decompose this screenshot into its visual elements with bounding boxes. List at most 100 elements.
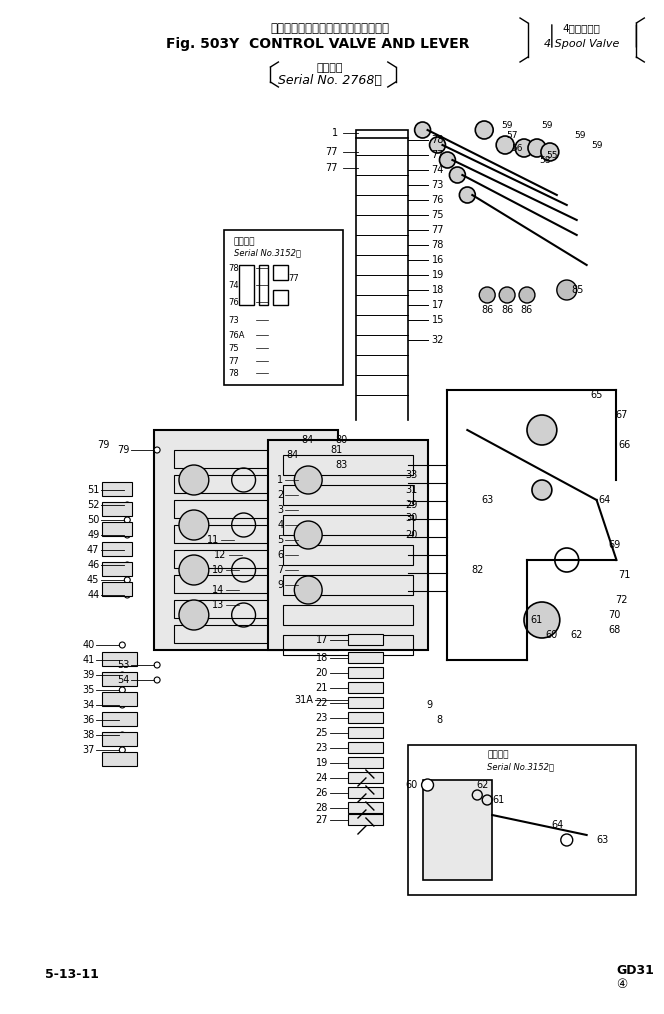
Bar bbox=[102, 652, 137, 666]
Text: Serial No. 2768〜: Serial No. 2768〜 bbox=[278, 73, 382, 86]
Bar bbox=[174, 500, 318, 518]
Text: 74: 74 bbox=[228, 281, 239, 290]
Circle shape bbox=[450, 167, 465, 183]
Bar bbox=[348, 802, 383, 813]
Bar bbox=[348, 652, 383, 663]
Bar bbox=[238, 265, 254, 305]
Text: 62: 62 bbox=[570, 630, 583, 640]
Circle shape bbox=[294, 576, 322, 604]
Text: 40: 40 bbox=[82, 640, 94, 650]
Circle shape bbox=[120, 672, 125, 678]
Circle shape bbox=[124, 487, 130, 493]
Text: 12: 12 bbox=[214, 550, 226, 560]
Bar bbox=[102, 712, 137, 726]
Circle shape bbox=[294, 521, 322, 549]
Text: 55: 55 bbox=[546, 150, 558, 159]
Bar bbox=[102, 502, 132, 516]
Text: 79: 79 bbox=[97, 440, 110, 450]
Text: 14: 14 bbox=[211, 585, 224, 595]
Text: Serial No.3152〜: Serial No.3152〜 bbox=[487, 763, 554, 772]
Circle shape bbox=[440, 152, 456, 168]
Text: 84: 84 bbox=[301, 435, 313, 445]
Text: 78: 78 bbox=[432, 240, 444, 250]
Bar bbox=[284, 635, 412, 655]
Text: 76: 76 bbox=[432, 195, 444, 205]
Bar bbox=[284, 515, 412, 535]
Text: 51: 51 bbox=[87, 485, 100, 495]
Bar bbox=[174, 550, 318, 568]
Bar bbox=[274, 290, 288, 305]
Text: 63: 63 bbox=[596, 835, 609, 845]
Circle shape bbox=[294, 466, 322, 494]
Bar bbox=[284, 485, 412, 505]
Text: コントロールバルブ　および　レバー: コントロールバルブ および レバー bbox=[271, 21, 390, 34]
Text: 84: 84 bbox=[286, 450, 298, 460]
Circle shape bbox=[179, 600, 208, 630]
Text: 67: 67 bbox=[616, 410, 627, 420]
Bar bbox=[258, 265, 268, 305]
Text: 33: 33 bbox=[405, 470, 418, 480]
Text: 76A: 76A bbox=[228, 331, 245, 340]
Text: 37: 37 bbox=[82, 745, 94, 755]
Text: 49: 49 bbox=[87, 530, 100, 540]
Text: 27: 27 bbox=[315, 815, 328, 825]
Text: 39: 39 bbox=[82, 670, 94, 680]
Text: 71: 71 bbox=[618, 570, 631, 580]
Text: 1: 1 bbox=[278, 475, 284, 485]
Text: 60: 60 bbox=[405, 780, 418, 790]
Bar bbox=[224, 230, 343, 385]
Circle shape bbox=[120, 732, 125, 738]
Text: 68: 68 bbox=[608, 625, 621, 635]
Bar bbox=[284, 545, 412, 565]
Text: 78: 78 bbox=[228, 264, 240, 273]
Circle shape bbox=[120, 717, 125, 723]
Text: 31: 31 bbox=[405, 485, 418, 495]
Bar bbox=[174, 450, 318, 468]
Text: 59: 59 bbox=[574, 131, 586, 140]
Circle shape bbox=[124, 577, 130, 583]
Text: 58: 58 bbox=[539, 155, 550, 164]
Text: 3: 3 bbox=[278, 505, 284, 515]
Circle shape bbox=[515, 139, 533, 157]
Text: 17: 17 bbox=[316, 635, 328, 645]
Circle shape bbox=[528, 139, 546, 157]
Bar bbox=[102, 672, 137, 686]
Circle shape bbox=[179, 510, 208, 540]
Text: 59: 59 bbox=[501, 121, 513, 130]
Circle shape bbox=[120, 702, 125, 708]
Text: 65: 65 bbox=[590, 390, 603, 400]
Bar bbox=[174, 625, 318, 643]
Circle shape bbox=[154, 447, 160, 453]
Text: Fig. 503Y  CONTROL VALVE AND LEVER: Fig. 503Y CONTROL VALVE AND LEVER bbox=[167, 37, 470, 51]
Circle shape bbox=[124, 532, 130, 538]
Text: 59: 59 bbox=[591, 141, 602, 149]
Text: 23: 23 bbox=[316, 713, 328, 723]
Bar bbox=[348, 682, 383, 693]
Circle shape bbox=[532, 480, 552, 500]
Bar bbox=[422, 780, 492, 880]
Text: 86: 86 bbox=[521, 305, 533, 315]
Circle shape bbox=[179, 465, 208, 495]
Text: 74: 74 bbox=[432, 165, 444, 175]
Circle shape bbox=[430, 137, 446, 153]
Text: 18: 18 bbox=[316, 653, 328, 663]
Text: 25: 25 bbox=[315, 728, 328, 738]
Circle shape bbox=[496, 136, 514, 154]
Bar bbox=[348, 814, 383, 825]
Text: 60: 60 bbox=[546, 630, 558, 640]
Text: 77: 77 bbox=[432, 225, 444, 235]
Text: 44: 44 bbox=[87, 590, 100, 600]
Text: 59: 59 bbox=[541, 121, 552, 130]
Bar bbox=[408, 745, 636, 895]
Bar bbox=[102, 582, 132, 596]
Circle shape bbox=[459, 187, 475, 203]
Text: 35: 35 bbox=[82, 685, 94, 695]
Bar bbox=[284, 575, 412, 595]
Text: 38: 38 bbox=[82, 730, 94, 740]
Circle shape bbox=[124, 562, 130, 568]
Text: 18: 18 bbox=[432, 285, 444, 295]
Bar bbox=[102, 482, 132, 496]
Circle shape bbox=[475, 121, 493, 139]
Text: 78: 78 bbox=[228, 368, 240, 377]
Circle shape bbox=[124, 547, 130, 553]
